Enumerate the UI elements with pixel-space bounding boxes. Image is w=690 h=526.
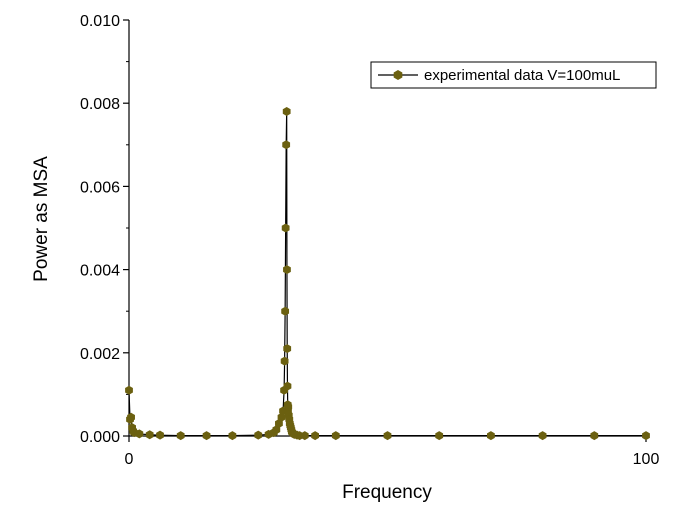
data-point bbox=[280, 356, 289, 366]
data-point bbox=[331, 431, 340, 441]
data-point bbox=[538, 431, 547, 441]
data-point bbox=[300, 431, 309, 441]
data-point bbox=[281, 306, 290, 316]
x-axis-title: Frequency bbox=[342, 482, 432, 503]
data-point bbox=[642, 431, 650, 441]
data-point bbox=[283, 344, 292, 354]
data-point bbox=[281, 223, 290, 233]
data-point bbox=[487, 431, 495, 441]
y-tick-label: 0.002 bbox=[80, 346, 120, 363]
y-tick-label: 0.000 bbox=[80, 429, 120, 446]
data-point bbox=[435, 431, 444, 441]
data-point bbox=[283, 381, 292, 391]
data-point bbox=[145, 430, 154, 440]
data-point bbox=[125, 385, 133, 395]
y-tick-label: 0.010 bbox=[80, 13, 120, 30]
data-point bbox=[284, 402, 293, 412]
data-point bbox=[283, 265, 291, 275]
y-tick-label: 0.008 bbox=[80, 96, 120, 113]
series-line bbox=[128, 111, 646, 437]
y-axis-ticks: 0.000 0.002 0.004 0.006 0.008 0.010 bbox=[80, 13, 129, 446]
data-point bbox=[135, 429, 144, 439]
legend-label: experimental data V=100muL bbox=[424, 67, 620, 84]
data-point bbox=[127, 412, 135, 422]
y-tick-label: 0.004 bbox=[80, 263, 120, 280]
y-tick-label: 0.006 bbox=[80, 179, 120, 196]
data-point bbox=[590, 431, 599, 441]
data-point bbox=[282, 107, 291, 117]
legend: experimental data V=100muL bbox=[370, 61, 657, 89]
x-axis-ticks: 0 100 bbox=[125, 436, 660, 468]
legend-box bbox=[370, 61, 657, 89]
legend-marker bbox=[393, 70, 403, 80]
y-axis-title: Power as MSA bbox=[31, 156, 52, 282]
data-point bbox=[311, 431, 320, 441]
data-point bbox=[202, 431, 211, 441]
x-tick-label: 0 bbox=[125, 451, 134, 468]
data-point bbox=[156, 430, 164, 440]
data-point bbox=[282, 140, 291, 150]
data-point bbox=[176, 431, 185, 441]
x-tick-label: 100 bbox=[633, 451, 660, 468]
series-layer bbox=[125, 107, 650, 441]
data-point bbox=[383, 431, 392, 441]
data-point bbox=[228, 431, 237, 441]
data-point bbox=[254, 430, 263, 440]
